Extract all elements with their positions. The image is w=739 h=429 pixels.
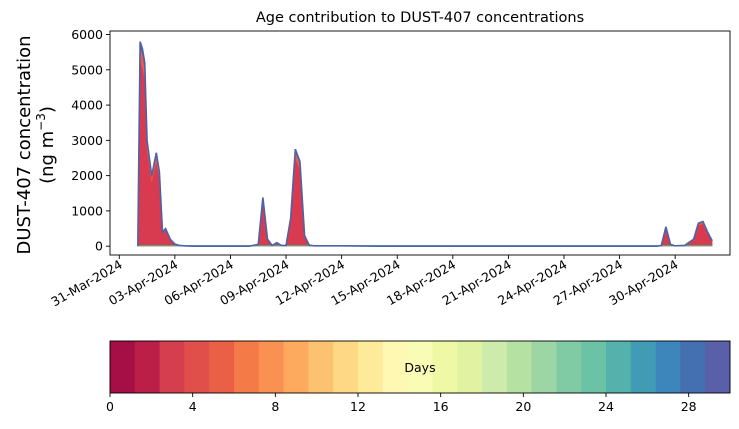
y-tick-label-1: 1000 [71,203,103,218]
colorbar-segment-18 [556,341,582,393]
y-tick-label-4: 4000 [71,98,103,113]
y-axis-unit-suffix: ) [37,106,58,113]
colorbar-segment-4 [209,341,235,393]
y-axis-unit: (ng m−3) [34,106,58,184]
colorbar-segment-7 [283,341,309,393]
colorbar-segment-10 [358,341,384,393]
y-axis-unit-superscript: −3 [34,113,48,131]
colorbar-segment-5 [234,341,260,393]
colorbar: 0 4 8 12 16 20 24 28 [106,340,731,414]
series-line-total [137,41,713,247]
chart-title: Age contribution to DUST-407 concentrati… [256,10,584,26]
colorbar-tick-label-0: 0 [106,399,114,414]
colorbar-label: Days [404,360,435,375]
colorbar-segment-9 [333,341,359,393]
colorbar-segment-11 [382,341,408,393]
y-axis: 0 1000 2000 3000 4000 5000 6000 [71,27,110,254]
colorbar-tick-label-5: 20 [515,399,531,414]
colorbar-segment-13 [432,341,458,393]
colorbar-tick-label-3: 12 [350,399,366,414]
colorbar-segment-19 [581,341,607,393]
colorbar-tick-label-1: 4 [189,399,197,414]
colorbar-segment-14 [457,341,483,393]
colorbar-segment-16 [506,341,532,393]
y-tick-label-2: 2000 [71,168,103,183]
colorbar-segment-12 [407,341,433,393]
area-layer-old [137,41,713,247]
colorbar-segment-6 [258,341,284,393]
colorbar-segment-1 [134,341,160,393]
y-axis-label: DUST-407 concentration [14,35,35,254]
x-axis: 31-Mar-202403-Apr-202406-Apr-202409-Apr-… [48,255,681,309]
colorbar-segment-8 [308,341,334,393]
y-tick-label-3: 3000 [71,133,103,148]
y-tick-label-0: 0 [95,239,103,254]
colorbar-segment-22 [655,341,681,393]
y-tick-label-5: 5000 [71,62,103,77]
colorbar-segment-0 [110,341,136,393]
colorbar-segment-21 [630,341,656,393]
colorbar-segment-23 [680,341,706,393]
y-axis-label-line1: DUST-407 concentration [14,35,35,254]
colorbar-segment-15 [482,341,508,393]
area-layer-young [137,62,713,247]
colorbar-segment-3 [184,341,210,393]
colorbar-tick-label-6: 24 [598,399,614,414]
area-layer-mid [137,47,713,247]
colorbar-tick-label-7: 28 [681,399,697,414]
colorbar-segment-2 [159,341,185,393]
y-tick-label-6: 6000 [71,27,103,42]
plot-area [137,41,713,247]
colorbar-segment-24 [705,341,731,393]
plot-frame [109,30,731,256]
colorbar-segment-20 [606,341,632,393]
colorbar-frame [109,340,731,394]
colorbar-tick-label-4: 16 [433,399,449,414]
colorbar-segment-17 [531,341,557,393]
colorbar-tick-label-2: 8 [271,399,279,414]
y-axis-unit-prefix: (ng m [37,131,58,184]
